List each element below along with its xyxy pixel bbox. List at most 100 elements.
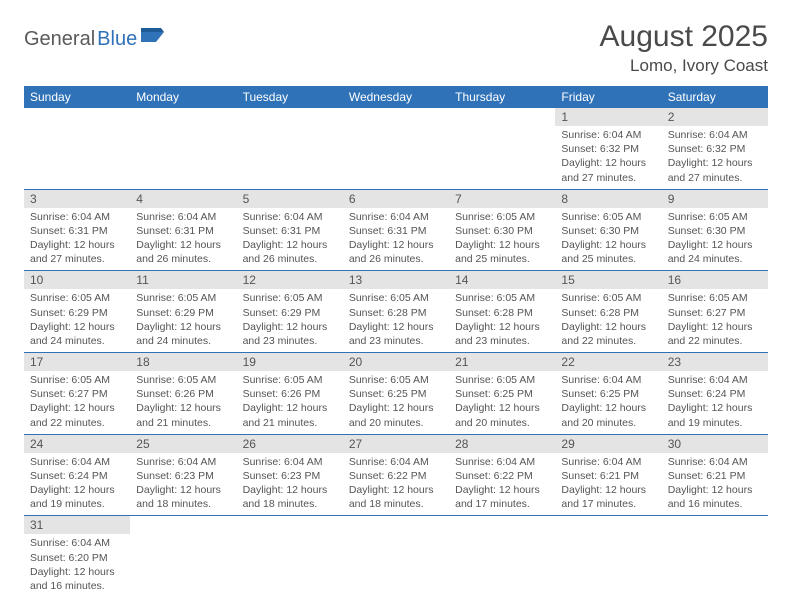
sunset-text: Sunset: 6:29 PM — [136, 306, 230, 320]
sunset-text: Sunset: 6:21 PM — [668, 469, 762, 483]
day-number: 6 — [343, 190, 449, 208]
sunrise-text: Sunrise: 6:04 AM — [30, 455, 124, 469]
logo: GeneralBlue — [24, 28, 167, 51]
daylight-line2: and 20 minutes. — [561, 416, 655, 430]
sunrise-text: Sunrise: 6:04 AM — [668, 128, 762, 142]
day-number: 5 — [237, 190, 343, 208]
calendar-day-cell: 6Sunrise: 6:04 AMSunset: 6:31 PMDaylight… — [343, 189, 449, 271]
day-info: Sunrise: 6:04 AMSunset: 6:23 PMDaylight:… — [130, 453, 236, 516]
day-header: Tuesday — [237, 86, 343, 108]
calendar-day-cell: 20Sunrise: 6:05 AMSunset: 6:25 PMDayligh… — [343, 353, 449, 435]
sunset-text: Sunset: 6:27 PM — [30, 387, 124, 401]
calendar-empty-cell — [343, 516, 449, 597]
day-info: Sunrise: 6:04 AMSunset: 6:32 PMDaylight:… — [555, 126, 661, 189]
daylight-line2: and 27 minutes. — [561, 171, 655, 185]
daylight-line2: and 24 minutes. — [136, 334, 230, 348]
daylight-line2: and 17 minutes. — [561, 497, 655, 511]
calendar-empty-cell — [24, 108, 130, 189]
calendar-day-cell: 15Sunrise: 6:05 AMSunset: 6:28 PMDayligh… — [555, 271, 661, 353]
sunrise-text: Sunrise: 6:04 AM — [668, 455, 762, 469]
calendar-day-cell: 30Sunrise: 6:04 AMSunset: 6:21 PMDayligh… — [662, 434, 768, 516]
day-number: 3 — [24, 190, 130, 208]
day-info: Sunrise: 6:04 AMSunset: 6:24 PMDaylight:… — [662, 371, 768, 434]
sunrise-text: Sunrise: 6:05 AM — [136, 291, 230, 305]
daylight-line2: and 23 minutes. — [243, 334, 337, 348]
sunrise-text: Sunrise: 6:04 AM — [455, 455, 549, 469]
sunrise-text: Sunrise: 6:04 AM — [243, 210, 337, 224]
daylight-line1: Daylight: 12 hours — [561, 320, 655, 334]
sunset-text: Sunset: 6:29 PM — [30, 306, 124, 320]
day-number: 8 — [555, 190, 661, 208]
day-info: Sunrise: 6:05 AMSunset: 6:29 PMDaylight:… — [24, 289, 130, 352]
daylight-line2: and 26 minutes. — [136, 252, 230, 266]
day-info: Sunrise: 6:05 AMSunset: 6:29 PMDaylight:… — [130, 289, 236, 352]
daylight-line1: Daylight: 12 hours — [455, 238, 549, 252]
daylight-line2: and 18 minutes. — [243, 497, 337, 511]
day-info: Sunrise: 6:04 AMSunset: 6:25 PMDaylight:… — [555, 371, 661, 434]
sunrise-text: Sunrise: 6:04 AM — [136, 210, 230, 224]
day-number: 12 — [237, 271, 343, 289]
day-info: Sunrise: 6:05 AMSunset: 6:29 PMDaylight:… — [237, 289, 343, 352]
calendar-day-cell: 17Sunrise: 6:05 AMSunset: 6:27 PMDayligh… — [24, 353, 130, 435]
daylight-line1: Daylight: 12 hours — [30, 238, 124, 252]
day-number: 25 — [130, 435, 236, 453]
calendar-day-cell: 25Sunrise: 6:04 AMSunset: 6:23 PMDayligh… — [130, 434, 236, 516]
day-number: 16 — [662, 271, 768, 289]
sunrise-text: Sunrise: 6:05 AM — [349, 291, 443, 305]
sunrise-text: Sunrise: 6:05 AM — [668, 210, 762, 224]
daylight-line2: and 20 minutes. — [349, 416, 443, 430]
calendar-day-cell: 18Sunrise: 6:05 AMSunset: 6:26 PMDayligh… — [130, 353, 236, 435]
calendar-day-cell: 13Sunrise: 6:05 AMSunset: 6:28 PMDayligh… — [343, 271, 449, 353]
sunset-text: Sunset: 6:31 PM — [349, 224, 443, 238]
day-number: 30 — [662, 435, 768, 453]
daylight-line2: and 19 minutes. — [668, 416, 762, 430]
calendar-empty-cell — [343, 108, 449, 189]
day-info: Sunrise: 6:04 AMSunset: 6:20 PMDaylight:… — [24, 534, 130, 597]
sunrise-text: Sunrise: 6:04 AM — [349, 455, 443, 469]
daylight-line1: Daylight: 12 hours — [349, 238, 443, 252]
sunrise-text: Sunrise: 6:04 AM — [136, 455, 230, 469]
sunrise-text: Sunrise: 6:05 AM — [30, 291, 124, 305]
sunset-text: Sunset: 6:20 PM — [30, 551, 124, 565]
daylight-line2: and 20 minutes. — [455, 416, 549, 430]
day-number: 10 — [24, 271, 130, 289]
sunrise-text: Sunrise: 6:05 AM — [561, 210, 655, 224]
sunrise-text: Sunrise: 6:04 AM — [30, 210, 124, 224]
calendar-header-row: SundayMondayTuesdayWednesdayThursdayFrid… — [24, 86, 768, 108]
calendar-day-cell: 9Sunrise: 6:05 AMSunset: 6:30 PMDaylight… — [662, 189, 768, 271]
sunrise-text: Sunrise: 6:04 AM — [30, 536, 124, 550]
sunrise-text: Sunrise: 6:04 AM — [668, 373, 762, 387]
calendar-empty-cell — [555, 516, 661, 597]
day-info: Sunrise: 6:05 AMSunset: 6:26 PMDaylight:… — [237, 371, 343, 434]
day-info: Sunrise: 6:05 AMSunset: 6:30 PMDaylight:… — [555, 208, 661, 271]
daylight-line1: Daylight: 12 hours — [668, 401, 762, 415]
daylight-line1: Daylight: 12 hours — [243, 238, 337, 252]
sunset-text: Sunset: 6:24 PM — [668, 387, 762, 401]
calendar-week-row: 17Sunrise: 6:05 AMSunset: 6:27 PMDayligh… — [24, 353, 768, 435]
sunset-text: Sunset: 6:30 PM — [668, 224, 762, 238]
day-header: Friday — [555, 86, 661, 108]
daylight-line1: Daylight: 12 hours — [561, 483, 655, 497]
daylight-line1: Daylight: 12 hours — [561, 401, 655, 415]
calendar-day-cell: 8Sunrise: 6:05 AMSunset: 6:30 PMDaylight… — [555, 189, 661, 271]
day-number: 4 — [130, 190, 236, 208]
calendar-day-cell: 11Sunrise: 6:05 AMSunset: 6:29 PMDayligh… — [130, 271, 236, 353]
day-info: Sunrise: 6:05 AMSunset: 6:28 PMDaylight:… — [343, 289, 449, 352]
daylight-line1: Daylight: 12 hours — [561, 156, 655, 170]
day-info: Sunrise: 6:04 AMSunset: 6:22 PMDaylight:… — [449, 453, 555, 516]
calendar-day-cell: 24Sunrise: 6:04 AMSunset: 6:24 PMDayligh… — [24, 434, 130, 516]
day-number: 17 — [24, 353, 130, 371]
day-info: Sunrise: 6:04 AMSunset: 6:22 PMDaylight:… — [343, 453, 449, 516]
sunset-text: Sunset: 6:31 PM — [243, 224, 337, 238]
sunset-text: Sunset: 6:28 PM — [561, 306, 655, 320]
calendar-day-cell: 4Sunrise: 6:04 AMSunset: 6:31 PMDaylight… — [130, 189, 236, 271]
sunset-text: Sunset: 6:23 PM — [243, 469, 337, 483]
day-info: Sunrise: 6:05 AMSunset: 6:26 PMDaylight:… — [130, 371, 236, 434]
sunrise-text: Sunrise: 6:05 AM — [455, 291, 549, 305]
daylight-line1: Daylight: 12 hours — [136, 483, 230, 497]
calendar-day-cell: 5 Sunrise: 6:04 AMSunset: 6:31 PMDaylight… — [237, 189, 343, 271]
calendar-day-cell: 31Sunrise: 6:04 AMSunset: 6:20 PMDayligh… — [24, 516, 130, 597]
day-number: 14 — [449, 271, 555, 289]
calendar-week-row: 10Sunrise: 6:05 AMSunset: 6:29 PMDayligh… — [24, 271, 768, 353]
day-info: Sunrise: 6:05 AMSunset: 6:28 PMDaylight:… — [555, 289, 661, 352]
